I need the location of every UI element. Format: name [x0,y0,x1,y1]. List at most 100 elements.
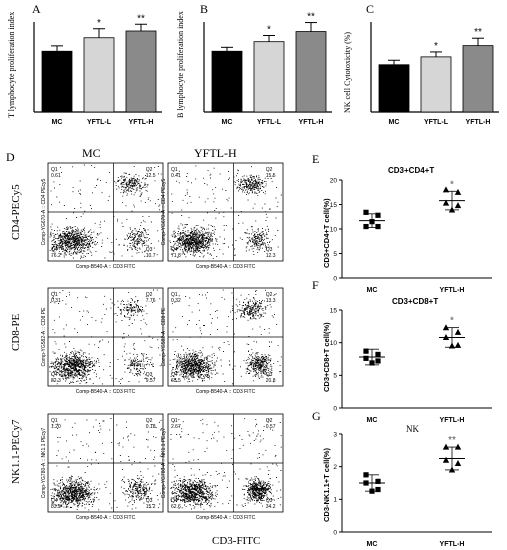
x-tick-label-yftl-h: YFTL-H [466,119,491,126]
data-point-mc [363,472,369,478]
quadrant-name-q2: Q2 [266,292,273,298]
quadrant-name-q4: Q4 [51,247,58,253]
x-tick-label-mc: MC [367,287,378,294]
scatter-chart-cd4: 0 5 10 15 20 MC YFTL-H * [330,177,492,294]
panel-title-g: NK [406,424,419,434]
data-point-mc [375,223,381,230]
bar-chart-b-lymphocyte: MC YFTL-L * YFTL-H ** [203,12,332,126]
y-tick-label: 0 [333,405,337,412]
quadrant-name-q3: Q3 [146,247,153,253]
x-tick-label-mc: MC [222,119,233,126]
data-point-mc [363,355,369,361]
x-tick-label-yftl-l: YFTL-L [257,119,282,126]
quadrant-value-q2: 15.5 [266,173,276,179]
quadrant-value-q3: 34.2 [266,504,276,510]
bar-mc [41,50,73,113]
data-point-mc [363,480,369,486]
quadrant-value-q4: 65.5 [171,378,181,384]
quadrant-name-q2: Q2 [146,292,153,298]
y-tick-label: 0 [333,529,337,536]
quadrant-value-q3: 10.7 [146,253,156,259]
x-tick-label-yftl-h: YFTL-H [440,287,465,294]
quadrant-name-q4: Q4 [51,498,58,504]
quadrant-value-q3: 20.8 [266,378,276,384]
significance-yftl-h: ** [137,13,145,24]
quadrant-value-q4: 71.8 [171,253,181,259]
quadrant-name-q4: Q4 [171,372,178,378]
quadrant-value-q4: 76.2 [51,253,61,259]
flow-y-axis-title: Comp-YG780-A :: NK1.1 PEcy7 [161,427,167,498]
x-tick-label-yftl-h: YFTL-H [440,417,465,424]
quadrant-value-q1: 1.20 [51,424,61,430]
x-tick-label-yftl-l: YFTL-L [87,119,112,126]
y-tick-label: 3 [333,431,337,438]
y-tick-label: 15 [330,202,338,209]
quadrant-name-q3: Q3 [266,498,273,504]
x-tick-label-mc: MC [389,119,400,126]
quadrant-name-q3: Q3 [146,498,153,504]
flow-x-axis-title: Comp-B540-A :: CD3 FITC [196,389,256,395]
quadrant-value-q1: 0.41 [171,173,181,179]
significance-yftl-h: ** [448,435,456,446]
quadrant-name-q1: Q1 [51,167,58,173]
event-dots [49,289,161,385]
event-dots [50,418,162,511]
data-point-yftl-h [454,341,462,348]
quadrant-name-q2: Q2 [266,167,273,173]
event-dots [170,418,282,510]
event-dots [169,289,282,385]
quadrant-name-q3: Q3 [146,372,153,378]
quadrant-value-q2: 0.57 [266,424,276,430]
data-point-mc [363,348,369,354]
y-tick-label: 15 [330,307,338,314]
panel-letter-a: A [32,2,41,16]
quadrant-name-q1: Q1 [51,418,58,424]
data-point-yftl-h [454,460,462,466]
y-tick-label: 2 [333,464,337,471]
data-point-mc [369,360,375,366]
bar-yftl-h [295,31,327,113]
quadrant-name-q2: Q2 [146,418,153,424]
bar-yftl-l [253,41,285,113]
significance-yftl-l: * [97,18,101,29]
significance-yftl-h: * [450,316,454,327]
data-point-yftl-h [448,342,456,349]
quadrant-name-q1: Q1 [171,418,178,424]
data-point-mc [363,223,369,230]
significance-yftl-h: ** [474,27,482,38]
bar-yftl-l [83,37,115,113]
quadrant-name-q3: Q3 [266,372,273,378]
flow-y-axis-title: Comp-YG582-A :: CD8 PE [161,307,167,367]
panel-letter-d: D [6,150,15,164]
data-point-mc [363,209,369,215]
column-title-mc: MC [82,146,101,160]
flow-x-axis-title: Comp-B540-A :: CD3 FITC [76,264,136,270]
quadrant-value-q3: 15.2 [146,504,156,510]
quadrant-name-q1: Q1 [171,167,178,173]
data-point-yftl-h [442,443,450,450]
data-point-yftl-h [442,456,450,463]
bar-chart-t-lymphocyte: MC YFTL-L * YFTL-H ** [33,13,162,126]
y-tick-label: 0 [333,275,337,282]
bar-yftl-h [125,30,157,113]
flow-y-axis-title: Comp-YG582-A :: CD8 PE [41,307,47,367]
quadrant-name-q3: Q3 [266,247,273,253]
x-tick-label-yftl-h: YFTL-H [299,119,324,126]
flow-y-axis-title: Comp-YG670-A :: CD4 PEcy5 [161,178,167,245]
quadrant-value-q3: 12.3 [266,253,276,259]
quadrant-value-q2: 13.3 [266,298,276,304]
column-title-yftl-h: YFTL-H [194,146,237,160]
quadrant-name-q4: Q4 [171,498,178,504]
x-tick-label-mc: MC [367,417,378,424]
flow-y-axis-title: Comp-YG670-A :: CD4 PEcy5 [41,178,47,245]
x-axis-title-cd3-fitc: CD3-FITC [212,535,261,547]
panel-letter-f: F [312,278,319,292]
y-tick-label: 10 [330,226,338,233]
data-point-mc [375,478,381,484]
x-tick-label-mc: MC [367,541,378,548]
panel-title-e: CD3+CD4+T [388,166,435,175]
bar-mc [211,50,243,113]
